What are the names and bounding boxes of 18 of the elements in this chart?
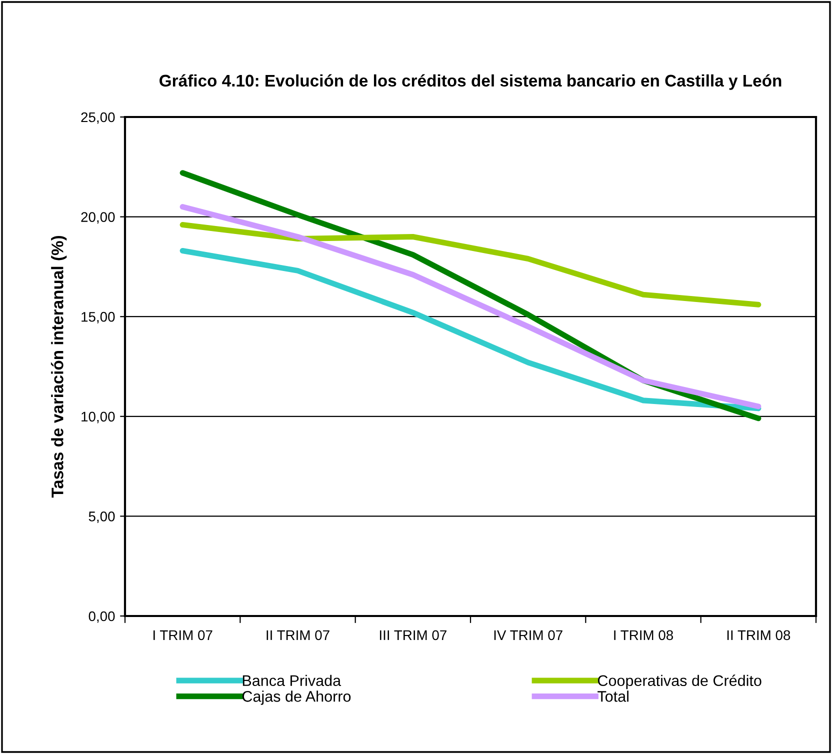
y-tick-label: 10,00 — [82, 412, 115, 424]
y-axis-title: Tasas de variación interanual (%) — [50, 236, 67, 498]
y-tick-label: 20,00 — [81, 212, 115, 224]
y-tick-label: 5,00 — [88, 512, 115, 524]
chart-title: Gráfico 4.10: Evolución de los créditos del sistema bancario en Castilla y León — [160, 74, 782, 90]
y-tick-label: 25,00 — [81, 112, 115, 124]
x-tick-label: IV TRIM 07 — [494, 630, 562, 640]
x-tick-label: III TRIM 07 — [380, 630, 446, 640]
x-tick-label: II TRIM 07 — [266, 630, 330, 640]
legend-label: Cooperativas de Crédito — [598, 674, 762, 690]
y-tick-label: 15,00 — [82, 312, 115, 324]
x-tick-label: I TRIM 07 — [154, 630, 212, 640]
legend-label: Banca Privada — [242, 674, 342, 686]
legend-label: Cajas de Ahorro — [242, 690, 351, 705]
x-tick-label: II TRIM 08 — [727, 630, 790, 640]
legend-label: Total — [598, 690, 628, 702]
y-tick-label: 0,00 — [88, 611, 115, 623]
x-tick-label: I TRIM 08 — [614, 630, 674, 640]
